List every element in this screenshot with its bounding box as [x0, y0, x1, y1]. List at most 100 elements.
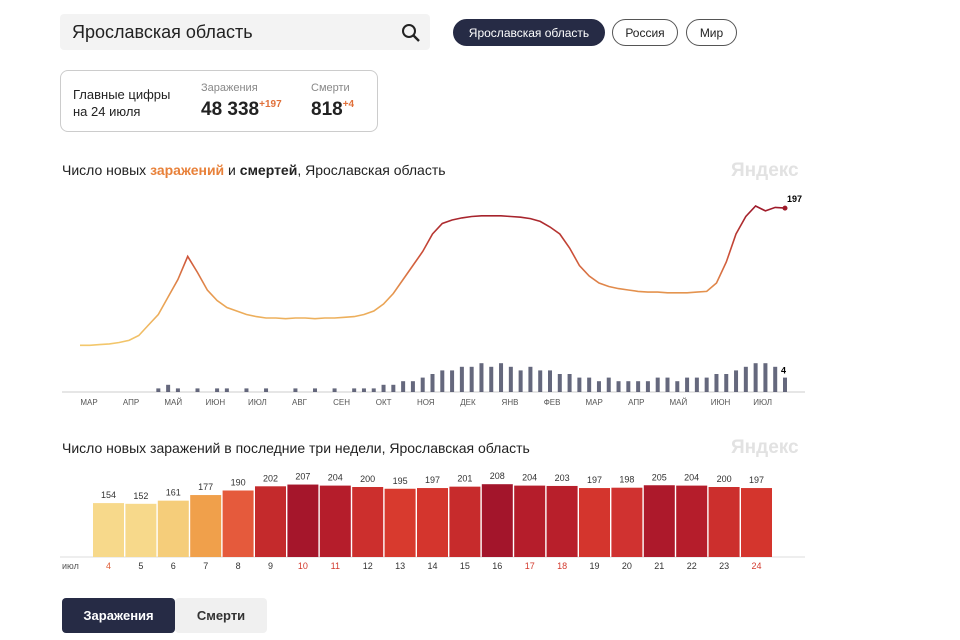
x-tick-label: 24: [751, 561, 761, 571]
end-label: 197: [787, 194, 802, 204]
death-bar: [166, 384, 171, 392]
bar: [384, 488, 416, 557]
death-bar: [391, 384, 396, 392]
death-bar: [606, 377, 611, 392]
title-part: и: [224, 162, 240, 178]
x-tick-label: 7: [203, 561, 208, 571]
death-bar: [636, 381, 641, 392]
death-bar: [734, 370, 739, 392]
death-bar: [469, 366, 474, 392]
death-bar: [655, 377, 660, 392]
value-label: 197: [587, 475, 602, 485]
value-label: 190: [231, 478, 246, 488]
death-bar: [332, 388, 337, 392]
death-bar: [459, 366, 464, 392]
tab[interactable]: Мир: [686, 19, 737, 46]
x-tick-label: 8: [236, 561, 241, 571]
death-bar: [675, 381, 680, 392]
x-tick-label: СЕН: [333, 398, 350, 407]
death-bar: [567, 374, 572, 392]
death-bar: [508, 366, 513, 392]
cases: 48 338+197: [201, 99, 282, 121]
death-bar: [175, 388, 180, 392]
death-bar: [293, 388, 298, 392]
deaths: 818+4: [311, 99, 354, 121]
x-tick-label: 14: [427, 561, 437, 571]
heading-line: Главные цифры: [73, 87, 171, 102]
death-bar: [596, 381, 601, 392]
summary-card: Главные цифры на 24 июля Заражения 48 33…: [60, 70, 378, 132]
tab[interactable]: Ярославская область: [453, 19, 605, 46]
deaths-value: 818: [311, 99, 343, 120]
x-tick-label: 17: [525, 561, 535, 571]
value-label: 202: [263, 473, 278, 483]
x-tick-label: 6: [171, 561, 176, 571]
bar: [514, 485, 546, 557]
value-label: 197: [749, 475, 764, 485]
x-tick-label: ИЮЛ: [753, 398, 772, 407]
x-tick-label: 20: [622, 561, 632, 571]
cases-label: Заражения: [201, 82, 258, 94]
death-bar: [645, 381, 650, 392]
value-label: 152: [133, 491, 148, 501]
summary-heading: Главные цифры на 24 июля: [73, 86, 170, 120]
death-bar: [665, 377, 670, 392]
death-bar: [616, 381, 621, 392]
death-bar: [371, 388, 376, 392]
tab[interactable]: Россия: [612, 19, 678, 46]
title-part: Число новых: [62, 162, 151, 178]
death-bar: [420, 377, 425, 392]
title-part: , Ярославская область: [297, 162, 446, 178]
value-label: 205: [652, 472, 667, 482]
value-label: 203: [555, 473, 570, 483]
x-tick-label: ЯНВ: [502, 398, 519, 407]
search-icon[interactable]: [401, 23, 421, 43]
x-tick-label: 18: [557, 561, 567, 571]
death-bar: [195, 388, 200, 392]
x-tick-label: ДЕК: [460, 398, 476, 407]
search-box[interactable]: Ярославская область: [60, 14, 430, 50]
x-tick-label: ФЕВ: [544, 398, 561, 407]
x-tick-label: 23: [719, 561, 729, 571]
value-label: 208: [490, 471, 505, 481]
bar: [676, 485, 708, 557]
value-label: 200: [360, 474, 375, 484]
death-bar: [783, 377, 787, 392]
watermark: Яндекс: [731, 160, 799, 181]
death-bar: [156, 388, 161, 392]
value-label: 198: [619, 475, 634, 485]
x-tick-label: ОКТ: [376, 398, 392, 407]
bar: [611, 487, 643, 557]
button[interactable]: Смерти: [175, 598, 267, 633]
death-bar: [577, 377, 582, 392]
x-tick-label: 15: [460, 561, 470, 571]
deaths-delta: +4: [342, 99, 355, 110]
x-tick-label: МАЙ: [670, 398, 688, 407]
infection-line: [80, 205, 786, 347]
bar: [643, 485, 675, 557]
value-label: 204: [522, 473, 537, 483]
heading-line: на 24 июля: [73, 104, 141, 119]
x-tick-label: ИЮЛ: [248, 398, 267, 407]
x-tick-label: 5: [138, 561, 143, 571]
death-bar: [557, 374, 562, 392]
death-bar: [479, 363, 484, 392]
bar: [546, 485, 578, 557]
title-part: смертей: [239, 162, 298, 178]
death-bar: [244, 388, 249, 392]
x-tick-label: 22: [687, 561, 697, 571]
value-label: 154: [101, 490, 116, 500]
x-tick-label: 21: [654, 561, 664, 571]
death-bar: [352, 388, 357, 392]
death-bar: [361, 388, 366, 392]
x-tick-label: МАР: [80, 398, 97, 407]
button[interactable]: Заражения: [62, 598, 175, 633]
value-label: 204: [684, 473, 699, 483]
death-bar: [401, 381, 406, 392]
x-tick-label: ИЮН: [205, 398, 225, 407]
value-label: 207: [295, 472, 310, 482]
x-tick-label: 4: [106, 561, 111, 571]
value-label: 200: [717, 474, 732, 484]
